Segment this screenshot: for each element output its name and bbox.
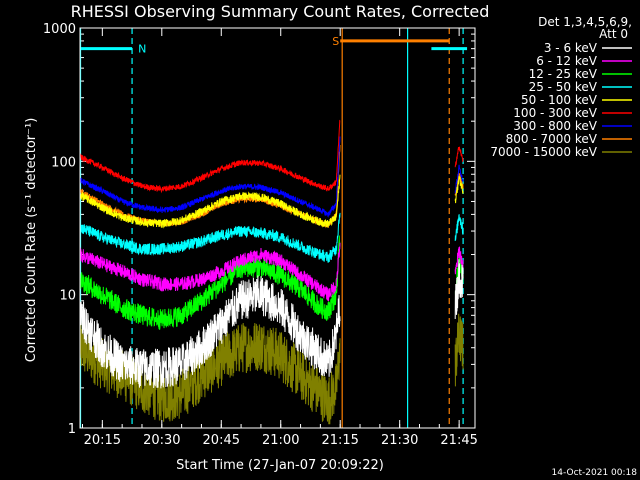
legend-label: 12 - 25 keV	[529, 67, 598, 81]
legend-label: 7000 - 15000 keV	[490, 145, 597, 159]
y-axis-label: Corrected Count Rate (s⁻¹ detector⁻¹)	[24, 118, 39, 363]
x-tick-label: 20:45	[203, 433, 240, 448]
plot-frame	[79, 27, 476, 429]
series-line-7000-15000-kev	[79, 322, 341, 425]
series-tail-3-6-kev	[454, 259, 464, 320]
series-tail-100-300-kev	[454, 146, 464, 168]
series-line-300-800-kev	[79, 136, 341, 218]
series-tail-6-12-kev	[454, 246, 464, 275]
series-tail-50-100-kev	[454, 175, 464, 204]
legend-header-line2: Att 0	[599, 27, 628, 41]
series-line-12-25-kev	[79, 235, 341, 330]
x-tick-label: 20:30	[143, 433, 180, 448]
legend-label: 3 - 6 keV	[544, 41, 598, 55]
x-axis-label: Start Time (27-Jan-07 20:09:22)	[176, 458, 384, 473]
flag-label: N	[138, 43, 146, 56]
x-tick-label: 21:15	[321, 433, 358, 448]
series-tail-7000-15000-kev	[454, 313, 464, 387]
series-line-6-12-kev	[79, 242, 341, 302]
timestamp: 14-Oct-2021 00:18	[552, 468, 638, 478]
legend-label: 25 - 50 keV	[529, 80, 598, 94]
legend-header-line1: Det 1,3,4,5,6,9,	[538, 15, 632, 29]
y-tick-label: 100	[51, 155, 76, 170]
series-tail-25-50-kev	[454, 214, 464, 242]
series-line-25-50-kev	[79, 212, 341, 263]
y-tick-label: 1	[68, 422, 76, 437]
series-line-3-6-kev	[79, 275, 341, 389]
chart-title: RHESSI Observing Summary Count Rates, Co…	[71, 2, 490, 21]
x-tick-label: 21:45	[440, 433, 477, 448]
legend-label: 50 - 100 keV	[521, 93, 598, 107]
y-tick-label: 10	[59, 289, 76, 304]
y-tick-label: 1000	[43, 22, 76, 37]
series-line-100-300-kev	[79, 119, 341, 194]
x-tick-label: 21:00	[262, 433, 299, 448]
legend-label: 100 - 300 keV	[513, 106, 597, 120]
legend-label: 6 - 12 keV	[536, 54, 598, 68]
legend-label: 300 - 800 keV	[513, 119, 597, 133]
legend-label: 800 - 7000 keV	[506, 132, 598, 146]
x-tick-label: 21:30	[381, 433, 418, 448]
series-line-50-100-kev	[79, 174, 341, 229]
flag-label: S	[332, 35, 339, 48]
x-tick-label: 20:15	[84, 433, 121, 448]
series-tail-300-800-kev	[454, 164, 464, 194]
